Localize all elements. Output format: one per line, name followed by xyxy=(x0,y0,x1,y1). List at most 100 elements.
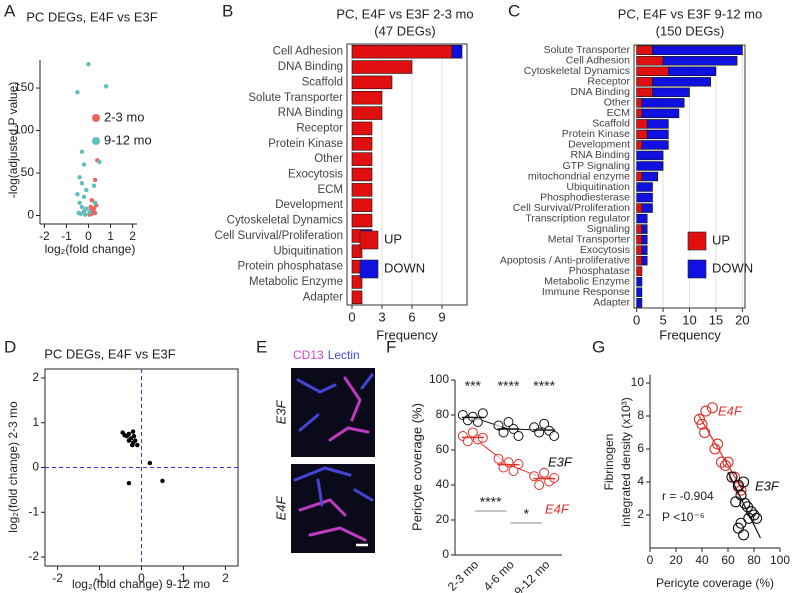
x-tick-label: 3 xyxy=(378,309,385,324)
bar xyxy=(641,245,648,255)
bar xyxy=(351,167,373,182)
point xyxy=(91,183,97,189)
bar xyxy=(636,266,643,276)
x-tick-label: 0 xyxy=(633,312,640,327)
bar xyxy=(636,56,664,66)
point xyxy=(75,90,80,95)
vessel xyxy=(353,488,374,502)
point xyxy=(160,478,165,484)
x-tick-label: -2 xyxy=(52,571,63,585)
point xyxy=(92,200,98,206)
x-tick-label: 0 xyxy=(138,571,145,585)
category-label: Scaffold xyxy=(592,118,630,130)
point xyxy=(751,512,763,524)
bar xyxy=(636,66,669,77)
category-label: ECM xyxy=(317,184,343,196)
bar xyxy=(636,234,643,245)
category-label: Phosphatase xyxy=(569,265,630,277)
bar xyxy=(351,44,453,59)
category-label: ECM xyxy=(607,107,630,119)
category-label: Protein Kinase xyxy=(562,128,630,140)
x-tick-label: 5 xyxy=(659,312,666,327)
bar xyxy=(351,152,373,166)
y-tick-label: 0 xyxy=(32,460,39,474)
chart-title: PC, E4F vs E3F 9-12 mo xyxy=(618,6,763,21)
bar xyxy=(351,75,393,90)
bar xyxy=(641,255,648,266)
category-label: Metabolic Enzyme xyxy=(249,276,343,288)
x-axis-label: Pericyte coverage (%) xyxy=(656,576,774,590)
point xyxy=(493,420,504,431)
point xyxy=(719,459,731,472)
x-tick-label: 1 xyxy=(107,229,114,243)
category-label: RNA Binding xyxy=(278,107,343,119)
legend-label: 2-3 mo xyxy=(104,109,144,124)
point xyxy=(696,418,708,430)
bar xyxy=(652,87,690,98)
category-label: Transcription regulator xyxy=(525,212,630,224)
bar xyxy=(451,44,463,59)
bar xyxy=(646,129,669,140)
point xyxy=(715,456,728,468)
point xyxy=(722,456,734,468)
channel-label: CD13 xyxy=(293,348,324,362)
point xyxy=(539,467,550,478)
panel-letter: B xyxy=(222,1,233,20)
y-tick-label: 50 xyxy=(21,165,35,179)
category-label: Cell Survival/Proliferation xyxy=(513,202,630,214)
point xyxy=(699,426,711,439)
bar xyxy=(636,224,643,234)
significance: *** xyxy=(465,378,482,394)
significance: **** xyxy=(533,378,555,394)
y-axis-label: Fibrinogen xyxy=(602,434,616,491)
bar xyxy=(351,275,363,289)
category-label: GTP Signaling xyxy=(562,160,630,172)
y-tick-label: 0 xyxy=(442,547,449,561)
point xyxy=(147,460,153,466)
bar xyxy=(636,77,653,87)
bar xyxy=(636,108,643,119)
category-label: Cell Adhesion xyxy=(273,46,343,58)
point xyxy=(79,204,85,210)
category-label: Cell Adhesion xyxy=(566,55,630,67)
category-label: Signaling xyxy=(587,223,630,235)
bar xyxy=(636,140,643,150)
category-label: Adapter xyxy=(303,291,343,303)
bar xyxy=(351,121,373,136)
significance: **** xyxy=(480,494,502,510)
point xyxy=(77,175,82,180)
bar xyxy=(636,245,643,255)
point xyxy=(726,471,738,483)
x-tick-label: 10 xyxy=(682,312,696,327)
series-label: E3F xyxy=(548,454,573,469)
y-tick-label: 10 xyxy=(631,375,645,389)
point xyxy=(706,402,718,414)
y-axis-label: -log(adjusted P value) xyxy=(6,82,20,199)
category-label: Solute Transporter xyxy=(248,92,343,104)
point xyxy=(738,476,750,488)
bar xyxy=(636,129,648,140)
category-label: Solute Transporter xyxy=(544,44,631,56)
point xyxy=(539,418,550,429)
x-tick-label: 20 xyxy=(669,553,683,567)
plot-frame xyxy=(346,43,468,306)
bar xyxy=(652,45,743,55)
chart-subtitle: (47 DEGs) xyxy=(374,23,435,38)
x-axis-label: Frequency xyxy=(376,327,438,342)
bar xyxy=(636,150,664,161)
bar xyxy=(636,192,653,203)
row-label: E4F xyxy=(273,496,288,521)
point xyxy=(86,61,91,67)
point xyxy=(79,149,85,155)
bar xyxy=(351,60,413,74)
legend-marker xyxy=(92,114,100,122)
y-axis-label: integrated density (x10³) xyxy=(619,397,633,526)
point xyxy=(126,438,132,443)
point xyxy=(738,529,750,541)
y-tick-label: 40 xyxy=(436,477,450,491)
bar xyxy=(351,183,373,197)
category-label: Development xyxy=(568,139,630,151)
stat-annotation: P <10⁻⁶ xyxy=(662,510,705,524)
y-tick-label: -1 xyxy=(28,504,39,518)
chart-title: PC, E4F vs E3F 2-3 mo xyxy=(336,6,473,21)
